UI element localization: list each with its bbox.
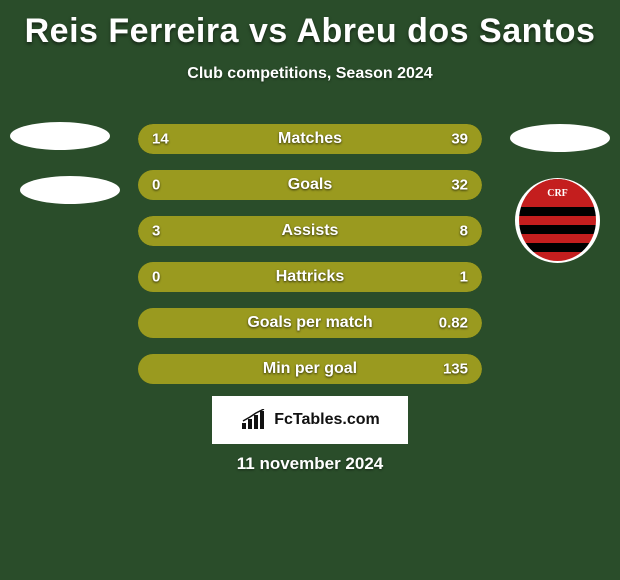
stat-value-right: 8 [460, 223, 468, 240]
stat-row: Min per goal135 [138, 354, 482, 384]
stat-row: Assists3 8 [138, 216, 482, 246]
page-title: Reis Ferreira vs Abreu dos Santos [0, 0, 620, 51]
club-badge-stripes: CRF [519, 179, 596, 261]
stat-row: Goals per match0.82 [138, 308, 482, 338]
stat-label: Min per goal [138, 360, 482, 378]
site-name: FcTables.com [274, 411, 380, 429]
stat-value-right: 135 [443, 361, 468, 378]
footer-date: 11 november 2024 [0, 454, 620, 474]
stat-value-left: 14 [152, 131, 169, 148]
stat-label: Matches [138, 130, 482, 148]
stat-value-left: 0 [152, 177, 160, 194]
stat-value-right: 32 [451, 177, 468, 194]
stat-row: Goals0 32 [138, 170, 482, 200]
stat-label: Assists [138, 222, 482, 240]
stat-label: Hattricks [138, 268, 482, 286]
chart-icon [240, 409, 268, 431]
stat-value-right: 0.82 [439, 315, 468, 332]
stat-value-right: 1 [460, 269, 468, 286]
stat-bars-container: Matches1439Goals032Assists38Hattricks01G… [138, 124, 482, 400]
stat-label: Goals per match [138, 314, 482, 332]
player1-club-placeholder [20, 176, 120, 204]
player2-club-badge: CRF [515, 178, 600, 263]
stat-row: Matches14 39 [138, 124, 482, 154]
site-badge: FcTables.com [212, 396, 408, 444]
stat-value-right: 39 [451, 131, 468, 148]
stat-label: Goals [138, 176, 482, 194]
stat-value-left: 3 [152, 223, 160, 240]
player2-avatar-placeholder [510, 124, 610, 152]
club-badge-monogram: CRF [519, 179, 596, 207]
player1-avatar-placeholder [10, 122, 110, 150]
subtitle: Club competitions, Season 2024 [0, 65, 620, 83]
stat-row: Hattricks0 1 [138, 262, 482, 292]
stat-value-left: 0 [152, 269, 160, 286]
